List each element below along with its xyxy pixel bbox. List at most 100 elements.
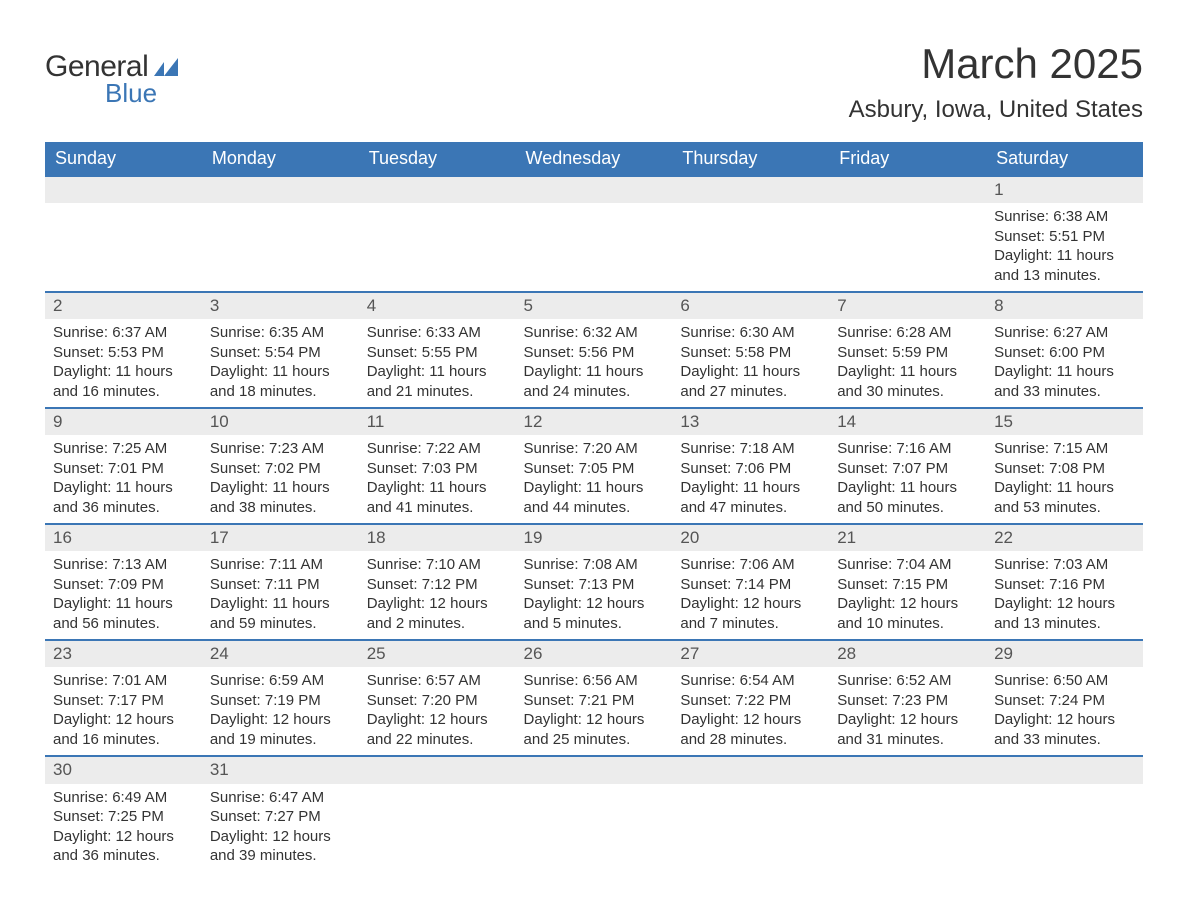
daylight-text-2: and 30 minutes. xyxy=(837,382,978,402)
calendar-cell xyxy=(202,176,359,292)
calendar-cell: 27Sunrise: 6:54 AMSunset: 7:22 PMDayligh… xyxy=(672,640,829,756)
day-number xyxy=(829,177,986,203)
daylight-text-2: and 39 minutes. xyxy=(210,846,351,866)
calendar-cell: 11Sunrise: 7:22 AMSunset: 7:03 PMDayligh… xyxy=(359,408,516,524)
day-number: 24 xyxy=(202,641,359,667)
daylight-text: Daylight: 11 hours xyxy=(53,478,194,498)
day-header: Sunday xyxy=(45,142,202,176)
sunrise-text: Sunrise: 6:50 AM xyxy=(994,671,1135,691)
sunrise-text: Sunrise: 7:16 AM xyxy=(837,439,978,459)
sunrise-text: Sunrise: 6:30 AM xyxy=(680,323,821,343)
day-header: Friday xyxy=(829,142,986,176)
day-number xyxy=(45,177,202,203)
calendar-cell: 19Sunrise: 7:08 AMSunset: 7:13 PMDayligh… xyxy=(516,524,673,640)
sunset-text: Sunset: 7:22 PM xyxy=(680,691,821,711)
day-content: Sunrise: 6:54 AMSunset: 7:22 PMDaylight:… xyxy=(672,667,829,755)
day-number: 23 xyxy=(45,641,202,667)
daylight-text-2: and 18 minutes. xyxy=(210,382,351,402)
calendar-cell: 29Sunrise: 6:50 AMSunset: 7:24 PMDayligh… xyxy=(986,640,1143,756)
sunrise-text: Sunrise: 6:32 AM xyxy=(524,323,665,343)
day-number: 25 xyxy=(359,641,516,667)
daylight-text-2: and 2 minutes. xyxy=(367,614,508,634)
day-content: Sunrise: 7:10 AMSunset: 7:12 PMDaylight:… xyxy=(359,551,516,639)
daylight-text: Daylight: 11 hours xyxy=(210,594,351,614)
daylight-text: Daylight: 11 hours xyxy=(210,362,351,382)
daylight-text-2: and 19 minutes. xyxy=(210,730,351,750)
sunset-text: Sunset: 7:16 PM xyxy=(994,575,1135,595)
calendar-cell: 6Sunrise: 6:30 AMSunset: 5:58 PMDaylight… xyxy=(672,292,829,408)
sunset-text: Sunset: 7:15 PM xyxy=(837,575,978,595)
sunset-text: Sunset: 7:24 PM xyxy=(994,691,1135,711)
sunset-text: Sunset: 7:19 PM xyxy=(210,691,351,711)
calendar-cell: 18Sunrise: 7:10 AMSunset: 7:12 PMDayligh… xyxy=(359,524,516,640)
daylight-text: Daylight: 11 hours xyxy=(994,246,1135,266)
day-content: Sunrise: 7:15 AMSunset: 7:08 PMDaylight:… xyxy=(986,435,1143,523)
day-content: Sunrise: 6:52 AMSunset: 7:23 PMDaylight:… xyxy=(829,667,986,755)
day-number: 20 xyxy=(672,525,829,551)
calendar-cell: 2Sunrise: 6:37 AMSunset: 5:53 PMDaylight… xyxy=(45,292,202,408)
daylight-text-2: and 27 minutes. xyxy=(680,382,821,402)
daylight-text: Daylight: 12 hours xyxy=(680,594,821,614)
day-content: Sunrise: 7:20 AMSunset: 7:05 PMDaylight:… xyxy=(516,435,673,523)
sunrise-text: Sunrise: 7:04 AM xyxy=(837,555,978,575)
day-content: Sunrise: 6:38 AMSunset: 5:51 PMDaylight:… xyxy=(986,203,1143,291)
daylight-text: Daylight: 11 hours xyxy=(524,362,665,382)
day-number: 18 xyxy=(359,525,516,551)
daylight-text: Daylight: 12 hours xyxy=(210,827,351,847)
calendar-cell xyxy=(359,756,516,871)
calendar-cell: 25Sunrise: 6:57 AMSunset: 7:20 PMDayligh… xyxy=(359,640,516,756)
day-content: Sunrise: 7:16 AMSunset: 7:07 PMDaylight:… xyxy=(829,435,986,523)
daylight-text-2: and 21 minutes. xyxy=(367,382,508,402)
sunset-text: Sunset: 5:56 PM xyxy=(524,343,665,363)
day-number: 29 xyxy=(986,641,1143,667)
day-number: 1 xyxy=(986,177,1143,203)
sunrise-text: Sunrise: 6:49 AM xyxy=(53,788,194,808)
day-content: Sunrise: 6:30 AMSunset: 5:58 PMDaylight:… xyxy=(672,319,829,407)
day-header: Saturday xyxy=(986,142,1143,176)
calendar-header-row: SundayMondayTuesdayWednesdayThursdayFrid… xyxy=(45,142,1143,176)
sunset-text: Sunset: 5:58 PM xyxy=(680,343,821,363)
day-number xyxy=(516,757,673,783)
day-number: 7 xyxy=(829,293,986,319)
day-content: Sunrise: 6:59 AMSunset: 7:19 PMDaylight:… xyxy=(202,667,359,755)
sunset-text: Sunset: 7:13 PM xyxy=(524,575,665,595)
day-number: 21 xyxy=(829,525,986,551)
daylight-text-2: and 25 minutes. xyxy=(524,730,665,750)
daylight-text: Daylight: 12 hours xyxy=(524,594,665,614)
logo-text-blue: Blue xyxy=(105,78,157,109)
calendar-cell: 17Sunrise: 7:11 AMSunset: 7:11 PMDayligh… xyxy=(202,524,359,640)
daylight-text-2: and 16 minutes. xyxy=(53,730,194,750)
daylight-text-2: and 47 minutes. xyxy=(680,498,821,518)
calendar-cell: 8Sunrise: 6:27 AMSunset: 6:00 PMDaylight… xyxy=(986,292,1143,408)
sunset-text: Sunset: 5:54 PM xyxy=(210,343,351,363)
daylight-text: Daylight: 12 hours xyxy=(837,594,978,614)
day-content: Sunrise: 6:47 AMSunset: 7:27 PMDaylight:… xyxy=(202,784,359,872)
day-header: Tuesday xyxy=(359,142,516,176)
day-content: Sunrise: 7:06 AMSunset: 7:14 PMDaylight:… xyxy=(672,551,829,639)
day-number: 19 xyxy=(516,525,673,551)
sunset-text: Sunset: 5:51 PM xyxy=(994,227,1135,247)
day-number: 2 xyxy=(45,293,202,319)
daylight-text: Daylight: 11 hours xyxy=(994,362,1135,382)
day-number: 14 xyxy=(829,409,986,435)
daylight-text: Daylight: 11 hours xyxy=(837,362,978,382)
daylight-text: Daylight: 12 hours xyxy=(837,710,978,730)
sunset-text: Sunset: 7:25 PM xyxy=(53,807,194,827)
daylight-text-2: and 36 minutes. xyxy=(53,846,194,866)
calendar-cell: 7Sunrise: 6:28 AMSunset: 5:59 PMDaylight… xyxy=(829,292,986,408)
sunset-text: Sunset: 7:11 PM xyxy=(210,575,351,595)
daylight-text-2: and 33 minutes. xyxy=(994,730,1135,750)
daylight-text: Daylight: 12 hours xyxy=(367,710,508,730)
daylight-text: Daylight: 11 hours xyxy=(994,478,1135,498)
daylight-text: Daylight: 12 hours xyxy=(210,710,351,730)
day-number: 8 xyxy=(986,293,1143,319)
sunset-text: Sunset: 5:59 PM xyxy=(837,343,978,363)
day-number: 17 xyxy=(202,525,359,551)
sunrise-text: Sunrise: 7:01 AM xyxy=(53,671,194,691)
location-text: Asbury, Iowa, United States xyxy=(849,96,1143,124)
calendar-cell xyxy=(516,176,673,292)
calendar-week: 16Sunrise: 7:13 AMSunset: 7:09 PMDayligh… xyxy=(45,524,1143,640)
sunset-text: Sunset: 7:06 PM xyxy=(680,459,821,479)
day-content: Sunrise: 6:57 AMSunset: 7:20 PMDaylight:… xyxy=(359,667,516,755)
sunset-text: Sunset: 7:05 PM xyxy=(524,459,665,479)
